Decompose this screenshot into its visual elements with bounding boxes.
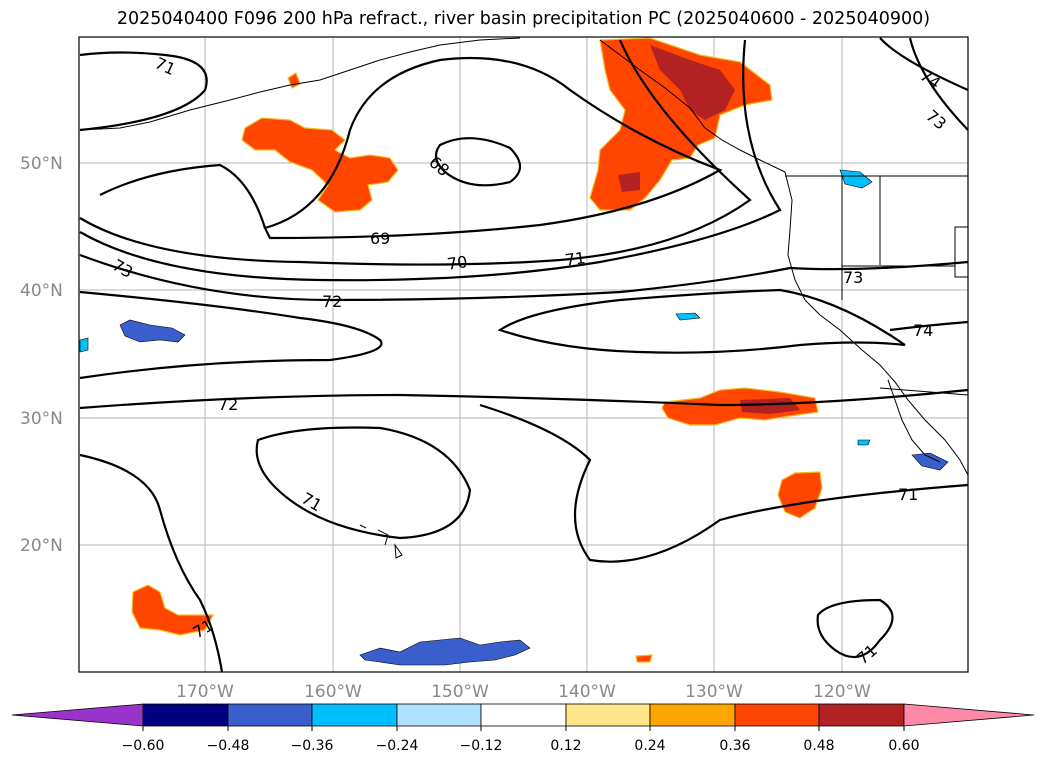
contour-71-nw	[79, 51, 208, 132]
colorbar-tick-label: 0.48	[803, 738, 834, 754]
contour-70	[79, 39, 752, 266]
contour-label: 69	[370, 229, 390, 248]
precip-patch-baja-west	[777, 471, 823, 519]
colorbar-segment	[734, 703, 820, 727]
contour-label: 73	[922, 106, 950, 134]
contour-73-west	[79, 253, 969, 302]
us-west-coast	[784, 171, 969, 476]
colorbar-segment	[818, 703, 905, 727]
negative-precip-patches	[79, 169, 949, 666]
precip-patch-small-1	[287, 72, 301, 89]
contour-label: 72	[322, 292, 342, 311]
contour-label: 71	[898, 485, 918, 504]
precip-patch-small-2	[635, 654, 653, 663]
colorbar-segment	[311, 703, 398, 727]
precip-patch-north-pacific-blue	[119, 319, 186, 343]
coastlines	[79, 37, 969, 559]
colorbar	[11, 703, 1035, 727]
colorbar-extend-left	[11, 703, 144, 727]
colorbar-segment	[396, 703, 482, 727]
contour-72-south	[79, 388, 969, 410]
lat-label-30: 30°N	[20, 409, 63, 429]
precip-patch-baja-blue	[911, 452, 949, 471]
contour-74	[879, 37, 969, 92]
lat-label-40: 40°N	[20, 281, 63, 301]
longitude-labels: 170°W 160°W 150°W 140°W 130°W 120°W	[176, 682, 871, 702]
colorbar-tick-label: −0.48	[207, 738, 250, 754]
refractivity-contours	[79, 37, 969, 673]
lat-label-50: 50°N	[20, 154, 63, 174]
precip-patch-small-blue-3	[857, 439, 871, 446]
contour-68	[434, 137, 522, 187]
colorbar-segment	[649, 703, 736, 727]
contour-label: 73	[109, 255, 136, 282]
colorbar-ticks	[142, 726, 905, 731]
precip-patch-hawaii-west	[131, 584, 214, 636]
contour-label: 74	[913, 321, 933, 340]
contour-71-south-loop	[255, 426, 472, 540]
contour-71-se	[79, 453, 224, 673]
precip-patch-hawaii-blue	[359, 637, 531, 666]
contour-label: 70	[446, 252, 469, 274]
lon-label-140w: 140°W	[558, 682, 616, 702]
precip-patch-bc-core	[650, 45, 735, 120]
latitude-labels: 50°N 40°N 30°N 20°N	[20, 154, 63, 556]
colorbar-tick-label: −0.60	[122, 738, 165, 754]
map-frame	[78, 36, 969, 673]
colorbar-tick-label: 0.12	[550, 738, 581, 754]
precip-patch-us-west-blue	[839, 169, 873, 189]
colorbar-tick-label: 0.36	[719, 738, 750, 754]
inset-box	[954, 226, 969, 278]
precip-patch-small-blue-1	[675, 312, 701, 321]
colorbar-segment	[480, 703, 567, 727]
colorbar-tick-label: 0.60	[888, 738, 919, 754]
colorbar-tick-label: −0.36	[291, 738, 334, 754]
hawaii-islands	[359, 524, 403, 559]
contour-label: 72	[218, 395, 238, 414]
lon-label-130w: 130°W	[685, 682, 743, 702]
precip-patch-mid-pacific	[661, 387, 819, 426]
lon-label-160w: 160°W	[304, 682, 362, 702]
contour-69	[263, 56, 723, 240]
colorbar-tick-label: −0.24	[376, 738, 419, 754]
contour-72-loop	[79, 290, 383, 380]
colorbar-tick-labels: −0.60 −0.48 −0.36 −0.24 −0.12 0.12 0.24 …	[122, 738, 920, 754]
contour-label: 71	[298, 489, 325, 516]
lat-label-20: 20°N	[20, 536, 63, 556]
contour-label: 71	[564, 248, 587, 270]
chart-title: 2025040400 F096 200 hPa refract., river …	[116, 9, 931, 29]
contour-label: 73	[843, 268, 863, 287]
colorbar-segment	[227, 703, 313, 727]
colorbar-segment	[565, 703, 651, 727]
contour-label-group: 71 68 69 70 71 73 72 72 71 73 74 74 73 7…	[109, 53, 950, 668]
contour-71-mid	[79, 39, 782, 282]
precip-patch-bc-core-2	[618, 172, 640, 192]
lon-label-170w: 170°W	[176, 682, 234, 702]
contour-71-small	[816, 598, 894, 659]
contour-72-inner	[497, 288, 906, 354]
colorbar-tick-label: 0.24	[634, 738, 665, 754]
lon-label-120w: 120°W	[813, 682, 871, 702]
lon-label-150w: 150°W	[431, 682, 489, 702]
contour-71-east	[479, 403, 969, 563]
graticule	[79, 37, 968, 672]
colorbar-extend-right	[903, 703, 1035, 727]
contour-74-east	[889, 320, 969, 332]
contour-70-outer	[99, 163, 267, 229]
precip-patch-gulf-alaska	[241, 117, 399, 213]
colorbar-tick-label: −0.12	[460, 738, 503, 754]
colorbar-segment	[142, 703, 229, 727]
contour-label: 74	[916, 66, 944, 93]
contour-73-ne	[908, 37, 969, 131]
positive-precip-patches	[131, 37, 823, 663]
precip-patch-small-blue-2	[79, 337, 89, 353]
alaska-coast	[79, 37, 521, 131]
us-mexico-border	[879, 387, 969, 396]
precip-patch-mid-pacific-core	[740, 398, 800, 414]
